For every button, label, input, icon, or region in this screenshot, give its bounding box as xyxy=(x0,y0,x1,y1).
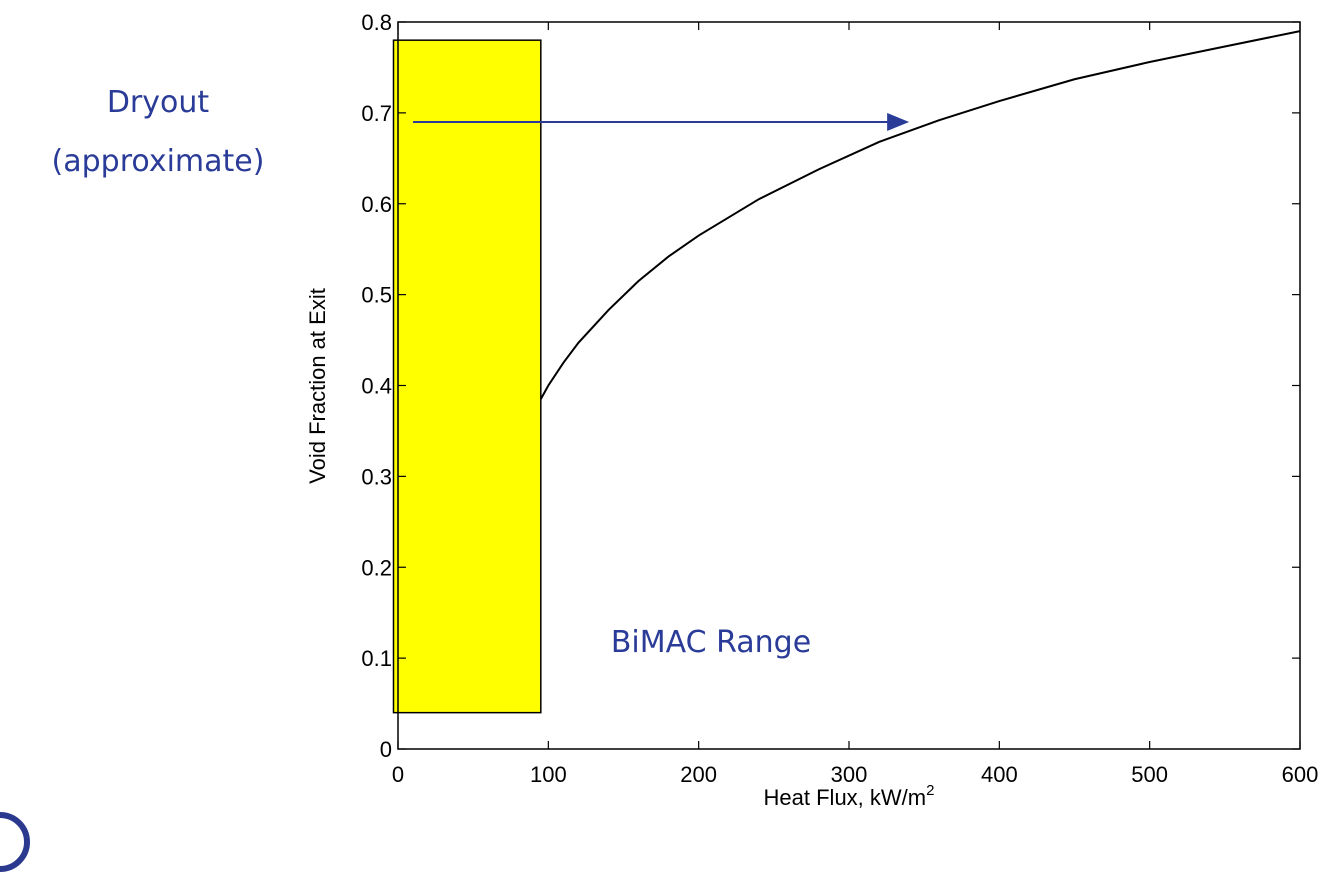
y-tick-label: 0.1 xyxy=(361,646,392,671)
y-tick-label: 0 xyxy=(380,737,392,762)
y-tick-label: 0.2 xyxy=(361,555,392,580)
bimac-range-label: BiMAC Range xyxy=(611,625,811,660)
x-tick-label: 200 xyxy=(680,762,717,787)
bimac-range-box xyxy=(392,39,542,714)
x-tick-label: 400 xyxy=(981,762,1018,787)
x-tick-label: 100 xyxy=(530,762,567,787)
dryout-label-line2: (approximate) xyxy=(52,144,265,179)
y-tick-label: 0.4 xyxy=(361,374,392,399)
x-axis-title-superscript: 2 xyxy=(926,782,934,799)
y-tick-label: 0.8 xyxy=(361,10,392,35)
y-tick-label: 0.6 xyxy=(361,192,392,217)
y-axis-title: Void Fraction at Exit xyxy=(305,288,330,484)
x-tick-label: 500 xyxy=(1131,762,1168,787)
series-line-0 xyxy=(539,30,1301,400)
dryout-label-line1: Dryout xyxy=(107,85,210,120)
y-tick-label: 0.5 xyxy=(361,283,392,308)
x-axis-title-main: Heat Flux, kW/m xyxy=(764,785,927,810)
x-tick-label: 300 xyxy=(831,762,868,787)
chart: 0 100 200 300 400 500 600 0 0.1 0.2 0.3 0.4 0.5 0.6 0.… xyxy=(52,10,1319,810)
dryout-arrow-head xyxy=(887,112,910,131)
x-axis-title: Heat Flux, kW/m2 xyxy=(764,782,935,810)
x-tick-label: 600 xyxy=(1282,762,1319,787)
y-tick-label: 0.7 xyxy=(361,101,392,126)
x-tick-label: 0 xyxy=(392,762,404,787)
y-tick-label: 0.3 xyxy=(361,464,392,489)
